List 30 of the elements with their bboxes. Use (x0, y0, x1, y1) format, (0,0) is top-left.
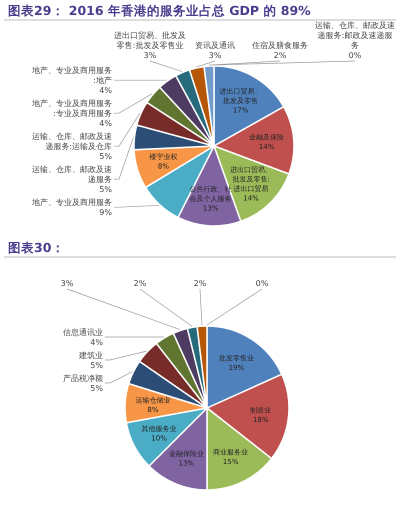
data-label: 4% (99, 119, 112, 128)
slice-label: 地产、专业及商用服务:地产 (31, 66, 112, 86)
data-label: 4% (90, 338, 104, 347)
data-label: 5% (90, 360, 104, 370)
slice-label: 建筑业 (78, 350, 103, 360)
slice-label: 产品税净额 (63, 374, 103, 383)
slice-label: 地产、专业及商用服务 (31, 198, 112, 208)
data-label: 2% (134, 279, 147, 288)
slice-label: 进出口贸易、批发及零售:批发及零售业 (114, 31, 186, 50)
data-label: 5% (99, 185, 112, 194)
data-label: 2% (194, 279, 207, 288)
data-label: 3% (144, 51, 157, 60)
slice-label: 运输、仓库、邮政及速递服务 (32, 165, 112, 184)
data-label: 3% (208, 51, 222, 60)
data-label: 5% (99, 152, 112, 162)
slice-label: 资讯及通讯 (195, 41, 235, 50)
category-label: 运输、仓库、邮政及速递服务:邮政及速递服务 (315, 21, 395, 50)
text: 0% (348, 51, 362, 60)
slice-label: 住宿及膳食服务 (252, 41, 308, 50)
chart-title: 图表30： (8, 240, 64, 255)
data-label: 9% (99, 208, 112, 218)
chart-title: 图表29： 2016 年香港的服务业占总 GDP 的 89% (8, 3, 312, 18)
data-label: 3% (60, 279, 74, 288)
slice-label: 地产、专业及商用服务:专业及商用服务 (31, 99, 112, 118)
data-label: 4% (99, 86, 112, 96)
slice-label: 运输、仓库、邮政及速递服务:运输及仓库 (32, 132, 112, 152)
data-label: 5% (90, 384, 104, 393)
data-label: 2% (274, 51, 287, 60)
slice-label: 信息通讯业 (63, 328, 103, 337)
text: 0% (256, 279, 268, 288)
